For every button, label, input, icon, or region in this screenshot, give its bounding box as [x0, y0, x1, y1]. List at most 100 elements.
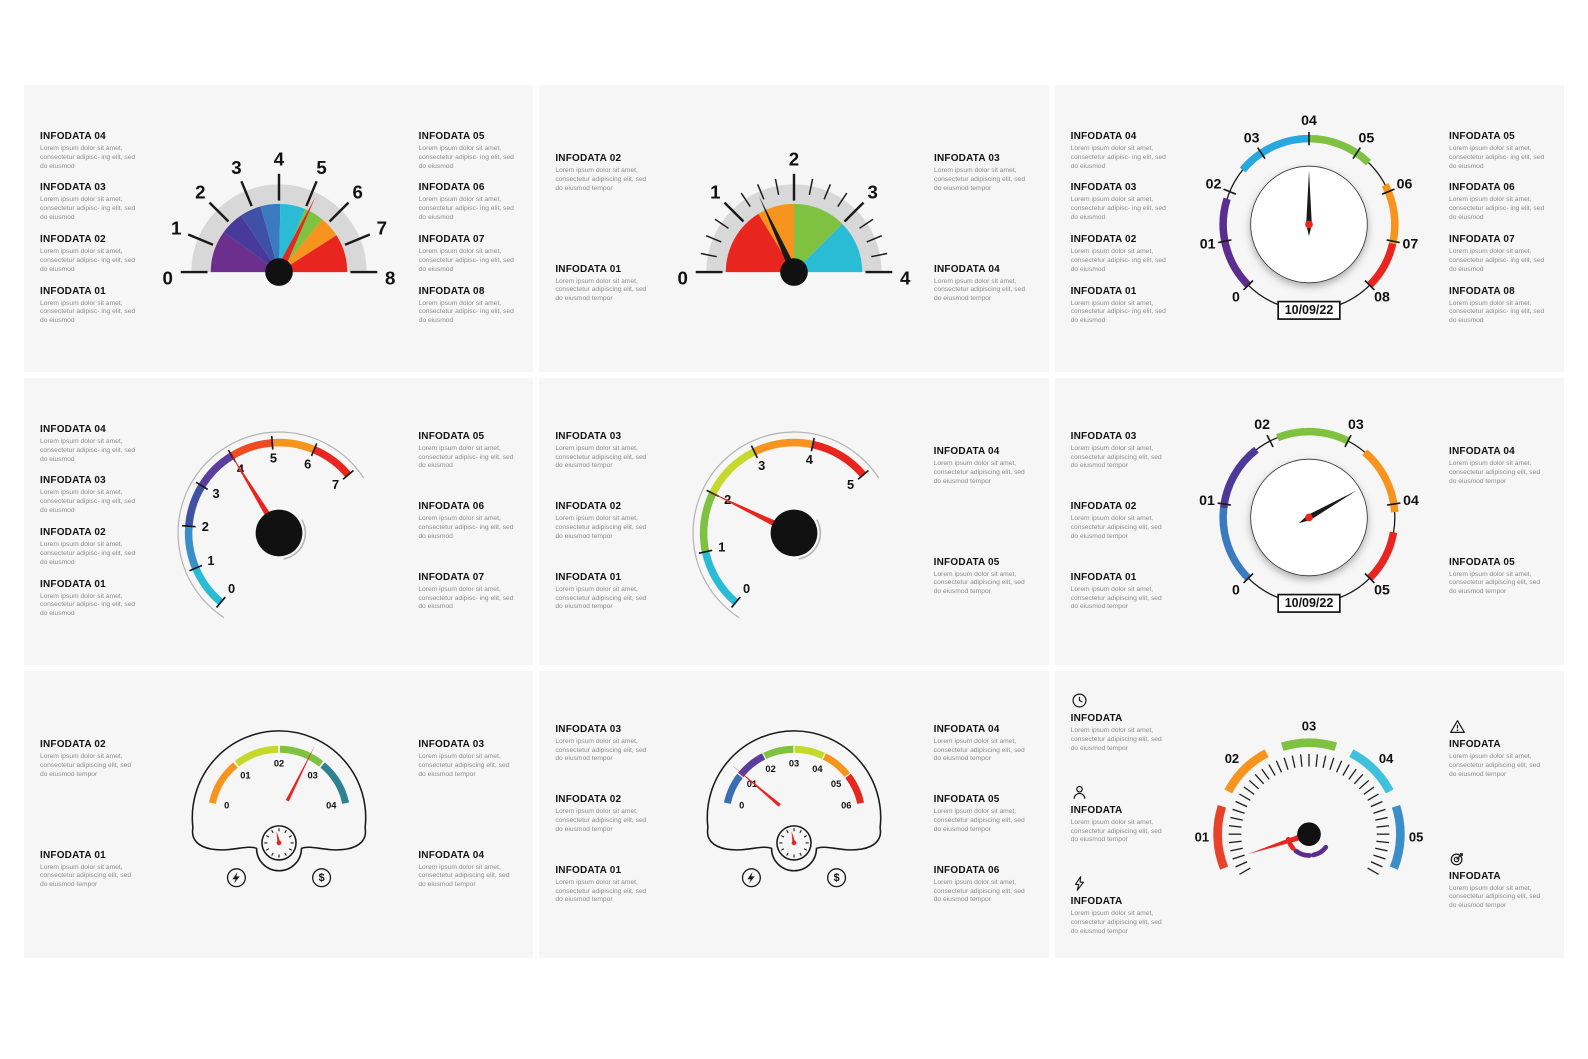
infodata-body: Lorem ipsum dolor sit amet, consectetur …: [418, 515, 514, 540]
tick-mark: [1375, 847, 1389, 852]
tick-mark: [265, 848, 269, 851]
tick-mark: [1348, 768, 1358, 780]
infodata-title: INFODATA 04: [934, 263, 1000, 275]
infodata-body: Lorem ipsum dolor sit amet, consectetur …: [418, 144, 514, 170]
gauge-label: 07: [1403, 236, 1419, 252]
gauge-label: 4: [806, 452, 814, 467]
needle: [758, 196, 801, 280]
tick-mark: [871, 253, 888, 258]
tick-mark: [188, 564, 202, 572]
gauge-label: 4: [237, 461, 245, 476]
tick-mark: [803, 835, 807, 838]
gauge-label: 02: [765, 764, 775, 774]
infodata-title: INFODATA 04: [933, 723, 1000, 735]
infodata-item: INFODATA 03 Lorem ipsum dolor sit amet, c…: [555, 431, 656, 472]
gauge-segment: [1362, 449, 1399, 513]
infodata-item: INFODATA 03 Lorem ipsum dolor sit amet, c…: [40, 475, 141, 516]
infodata-item: INFODATA 04 Lorem ipsum dolor sit amet, c…: [40, 131, 141, 172]
tick-mark: [799, 852, 802, 857]
gauge-segment: [210, 232, 279, 273]
infodata-body: Lorem ipsum dolor sit amet, consectetur …: [40, 752, 132, 778]
tick-mark: [1235, 861, 1248, 868]
panel-9: INFODATA Lorem ipsum dolor sit amet, cons…: [1054, 671, 1564, 958]
gauge-label: 0: [1232, 289, 1240, 305]
panel-4-gauge: 01 2 3 4 5 6 7: [145, 378, 412, 665]
infodata-item: INFODATA 01 Lorem ipsum dolor sit amet, c…: [555, 572, 656, 613]
tick-mark: [808, 179, 814, 196]
infodata-title: INFODATA 03: [555, 723, 622, 735]
gauge-segment: [234, 745, 278, 767]
infodata-title: INFODATA 01: [555, 571, 622, 583]
infodata-title: INFODATA 05: [418, 130, 485, 142]
panel-6-left-labels: INFODATA 03 Lorem ipsum dolor sit amet, c…: [1055, 378, 1176, 665]
gauge-label: 01: [747, 779, 757, 789]
gauge-ticks-5: 01 02 03 04 05: [1195, 718, 1424, 875]
panel-6-gauge: 0 01 02 03 04 05 10/09/22: [1176, 378, 1443, 665]
gauge-segment: [319, 762, 349, 805]
tick-mark: [1243, 572, 1254, 584]
infodata-title: INFODATA 03: [1070, 430, 1137, 442]
panel-9-left-labels: INFODATA Lorem ipsum dolor sit amet, cons…: [1055, 671, 1176, 958]
infodata-body: Lorem ipsum dolor sit amet, consectetur …: [555, 166, 647, 192]
infodata-item: INFODATA 04 Lorem ipsum dolor sit amet, c…: [40, 424, 141, 465]
infodata-item: INFODATA 01 Lorem ipsum dolor sit amet, c…: [555, 865, 656, 906]
infodata-body: Lorem ipsum dolor sit amet, consectetur …: [40, 541, 136, 566]
gauge-label: 7: [376, 218, 386, 239]
infodata-body: Lorem ipsum dolor sit amet, consectetur …: [934, 277, 1026, 303]
gauge-arc-5: 0 1 2 3 4 5: [692, 431, 880, 618]
infodata-body: Lorem ipsum dolor sit amet, consectetur …: [1449, 884, 1541, 910]
tick-mark: [1336, 760, 1343, 773]
gauge-arc-7: 01 2 3 4 5 6 7: [177, 431, 364, 618]
tick-mark: [1300, 754, 1303, 767]
tick-mark: [1229, 840, 1243, 844]
sub-dial: [776, 825, 812, 861]
infodata-body: Lorem ipsum dolor sit amet, consectetur …: [418, 752, 510, 778]
infodata-title: INFODATA 05: [418, 430, 485, 442]
tick-mark: [1292, 755, 1296, 769]
tick-mark: [1230, 847, 1244, 852]
tick-mark: [1230, 816, 1244, 821]
infodata-item: INFODATA 02 Lorem ipsum dolor sit amet, c…: [1071, 501, 1172, 542]
infodata-body: Lorem ipsum dolor sit amet, consectetur …: [933, 878, 1025, 904]
infodata-title: INFODATA 06: [1449, 182, 1515, 194]
tick-mark: [803, 848, 807, 851]
panel-2-left-labels: INFODATA 02 Lorem ipsum dolor sit amet, c…: [539, 85, 660, 372]
gauge-segment: [1213, 804, 1229, 870]
dashboard-housing: [706, 730, 882, 872]
tick-mark: [1232, 854, 1246, 860]
infodata-body: Lorem ipsum dolor sit amet, consectetur …: [1070, 444, 1162, 470]
infodata-item: INFODATA Lorem ipsum dolor sit amet, cons…: [1449, 718, 1552, 780]
tick-mark: [780, 848, 785, 851]
gauge-speedometer-pie-4: 0 1 2 3 4: [678, 149, 912, 289]
panel-8-left-labels: INFODATA 03 Lorem ipsum dolor sit amet, c…: [539, 671, 660, 958]
infodata-body: Lorem ipsum dolor sit amet, consectetur …: [933, 737, 1025, 763]
tick-mark: [1261, 768, 1271, 780]
gauge-segment: [1240, 134, 1310, 173]
infodata-title: INFODATA 01: [40, 578, 106, 590]
gauge-label: 05: [1359, 130, 1375, 146]
infodata-item: INFODATA 03 Lorem ipsum dolor sit amet, c…: [1071, 431, 1172, 472]
tick-mark: [780, 835, 785, 838]
outer-guide-arc: [177, 431, 364, 618]
tick-mark: [208, 202, 229, 223]
infodata-title: INFODATA: [1449, 738, 1501, 750]
needle: [1306, 170, 1313, 236]
gauge-label: 3: [231, 157, 241, 178]
tick-mark: [283, 852, 287, 857]
panel-5-gauge: 0 1 2 3 4 5: [660, 378, 927, 665]
tick-mark: [1243, 279, 1254, 291]
gauge-label: 06: [1397, 177, 1413, 193]
tick-mark: [714, 218, 729, 230]
target-icon: [1449, 850, 1552, 867]
gauge-label: 03: [1244, 130, 1260, 146]
tick-mark: [1344, 434, 1353, 448]
gauge-label: 3: [212, 486, 219, 501]
infodata-item: INFODATA 01 Lorem ipsum dolor sit amet, c…: [555, 264, 656, 305]
gauge-label: 02: [1206, 177, 1222, 193]
infodata-body: Lorem ipsum dolor sit amet, consectetur …: [40, 299, 136, 325]
infodata-title: INFODATA: [1449, 870, 1501, 882]
gauge-label: 1: [718, 540, 725, 555]
tick-mark: [857, 469, 869, 480]
